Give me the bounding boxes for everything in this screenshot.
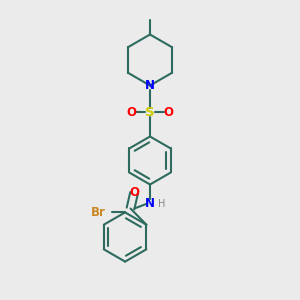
Text: N: N: [145, 79, 155, 92]
Text: N: N: [145, 197, 155, 211]
Text: H: H: [158, 199, 166, 209]
Text: Br: Br: [91, 206, 106, 219]
Text: O: O: [126, 106, 136, 119]
Text: O: O: [164, 106, 174, 119]
Text: O: O: [129, 186, 139, 200]
Text: S: S: [145, 106, 155, 119]
